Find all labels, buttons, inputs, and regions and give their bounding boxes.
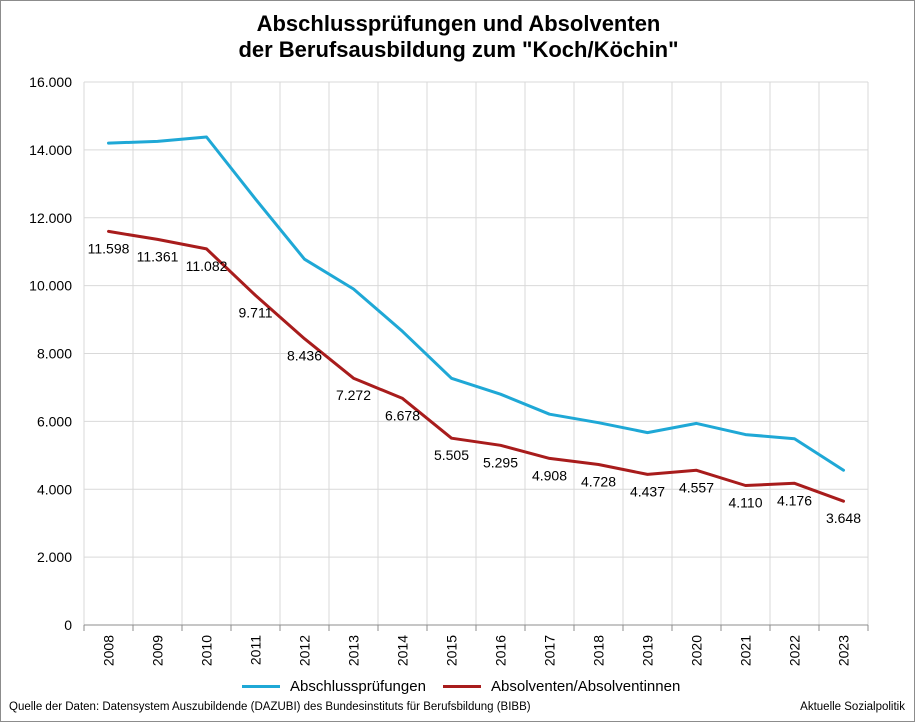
x-tick-label: 2013: [346, 635, 362, 666]
x-tick-label: 2008: [101, 635, 117, 666]
x-tick-label: 2011: [248, 635, 264, 665]
x-tick-label: 2010: [199, 635, 215, 666]
data-label-layer: 11.598 11.361 11.082 9.711 8.436 7.272 6.678 5.…: [88, 240, 862, 526]
x-tick-label: 2016: [493, 635, 509, 666]
x-tick-label: 2020: [689, 635, 705, 666]
data-label: 11.598: [88, 240, 130, 256]
y-tick-label: 4.000: [37, 481, 72, 497]
data-label: 6.678: [385, 407, 420, 423]
x-tick-label: 2023: [836, 635, 852, 666]
series-line-0: [107, 135, 845, 472]
publisher-credit: Aktuelle Sozialpolitik: [800, 701, 905, 713]
data-label: 4.557: [679, 479, 714, 495]
data-label: 4.437: [630, 483, 665, 499]
x-tick-label: 2009: [150, 635, 166, 666]
legend-label-absolventen: Absolventen/Absolventinnen: [491, 678, 681, 695]
y-tick-label: 16.000: [29, 74, 72, 90]
x-tick-label: 2012: [297, 635, 313, 666]
y-tick-label: 8.000: [37, 346, 72, 362]
data-label: 4.908: [532, 467, 567, 483]
x-tick-label: 2019: [640, 635, 656, 666]
legend-swatch-absolventen: [443, 685, 481, 688]
data-label: 8.436: [287, 348, 322, 364]
y-tick-label: 2.000: [37, 549, 72, 565]
series-layer: [107, 135, 845, 503]
x-tick-label: 2018: [591, 635, 607, 666]
legend-swatch-abschlusspruefungen: [242, 685, 280, 688]
x-tick-label: 2021: [738, 635, 754, 666]
data-label: 5.295: [483, 454, 518, 470]
y-axis: 0 2.000 4.000 6.000 8.000 10.000 12.000 14.000 1…: [29, 74, 72, 633]
grid-layer: [83, 81, 869, 625]
x-tick-label: 2015: [444, 635, 460, 666]
x-tick-label: 2014: [395, 635, 411, 666]
series-line-1: [107, 229, 845, 503]
y-tick-label: 0: [64, 617, 72, 633]
x-tick-label: 2022: [787, 635, 803, 666]
x-tick-label: 2017: [542, 635, 558, 666]
data-label: 4.110: [729, 495, 763, 511]
legend-label-abschlusspruefungen: Abschlussprüfungen: [290, 678, 426, 695]
y-tick-label: 6.000: [37, 413, 72, 429]
legend-item-absolventen: Absolventen/Absolventinnen: [443, 678, 680, 695]
legend: Abschlussprüfungen Absolventen/Absolvent…: [0, 678, 917, 698]
chart-title-line-1: Abschlussprüfungen und Absolventen: [256, 11, 661, 36]
data-label: 4.728: [581, 474, 616, 490]
data-label: 3.648: [826, 510, 861, 526]
data-label: 4.176: [777, 492, 812, 508]
data-label: 7.272: [336, 387, 371, 403]
source-note: Quelle der Daten: Datensystem Auszubilde…: [9, 701, 531, 713]
data-label: 11.361: [137, 248, 179, 264]
y-tick-label: 12.000: [29, 210, 72, 226]
data-label: 5.505: [434, 447, 469, 463]
legend-item-abschlusspruefungen: Abschlussprüfungen: [242, 678, 426, 695]
y-tick-label: 14.000: [29, 142, 72, 158]
y-tick-label: 10.000: [29, 278, 72, 294]
x-axis: 2008 2009 2010 2011 2012 2013 2014 2015 2016 2017…: [83, 624, 869, 666]
chart-title-line-2: der Berufsausbildung zum "Koch/Köchin": [238, 37, 679, 62]
data-label: 9.711: [239, 304, 273, 320]
data-label: 11.082: [186, 258, 228, 274]
